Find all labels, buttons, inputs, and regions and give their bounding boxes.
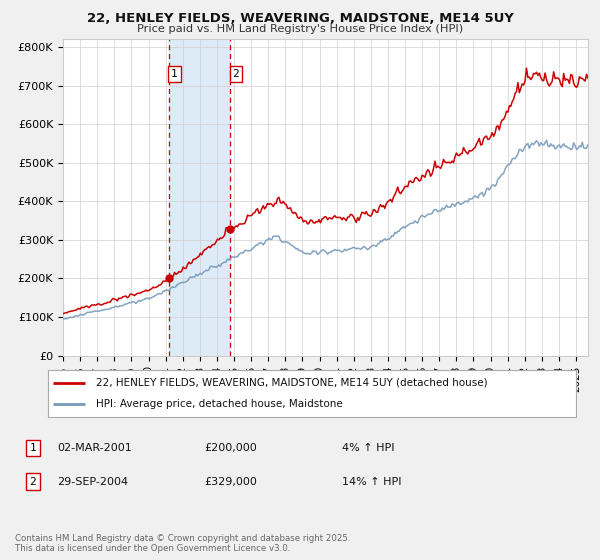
Text: 14% ↑ HPI: 14% ↑ HPI (342, 477, 401, 487)
Text: £329,000: £329,000 (204, 477, 257, 487)
Text: 22, HENLEY FIELDS, WEAVERING, MAIDSTONE, ME14 5UY: 22, HENLEY FIELDS, WEAVERING, MAIDSTONE,… (86, 12, 514, 25)
Text: 22, HENLEY FIELDS, WEAVERING, MAIDSTONE, ME14 5UY (detached house): 22, HENLEY FIELDS, WEAVERING, MAIDSTONE,… (95, 378, 487, 388)
Text: 1: 1 (29, 443, 37, 453)
Text: 2: 2 (232, 69, 239, 79)
Text: 02-MAR-2001: 02-MAR-2001 (57, 443, 132, 453)
Text: 29-SEP-2004: 29-SEP-2004 (57, 477, 128, 487)
Text: 4% ↑ HPI: 4% ↑ HPI (342, 443, 395, 453)
Text: Contains HM Land Registry data © Crown copyright and database right 2025.
This d: Contains HM Land Registry data © Crown c… (15, 534, 350, 553)
Bar (169, 39, 230, 356)
Text: 1: 1 (171, 69, 178, 79)
Text: Price paid vs. HM Land Registry's House Price Index (HPI): Price paid vs. HM Land Registry's House … (137, 24, 463, 34)
Text: 2: 2 (29, 477, 37, 487)
Text: HPI: Average price, detached house, Maidstone: HPI: Average price, detached house, Maid… (95, 399, 342, 409)
Text: £200,000: £200,000 (204, 443, 257, 453)
